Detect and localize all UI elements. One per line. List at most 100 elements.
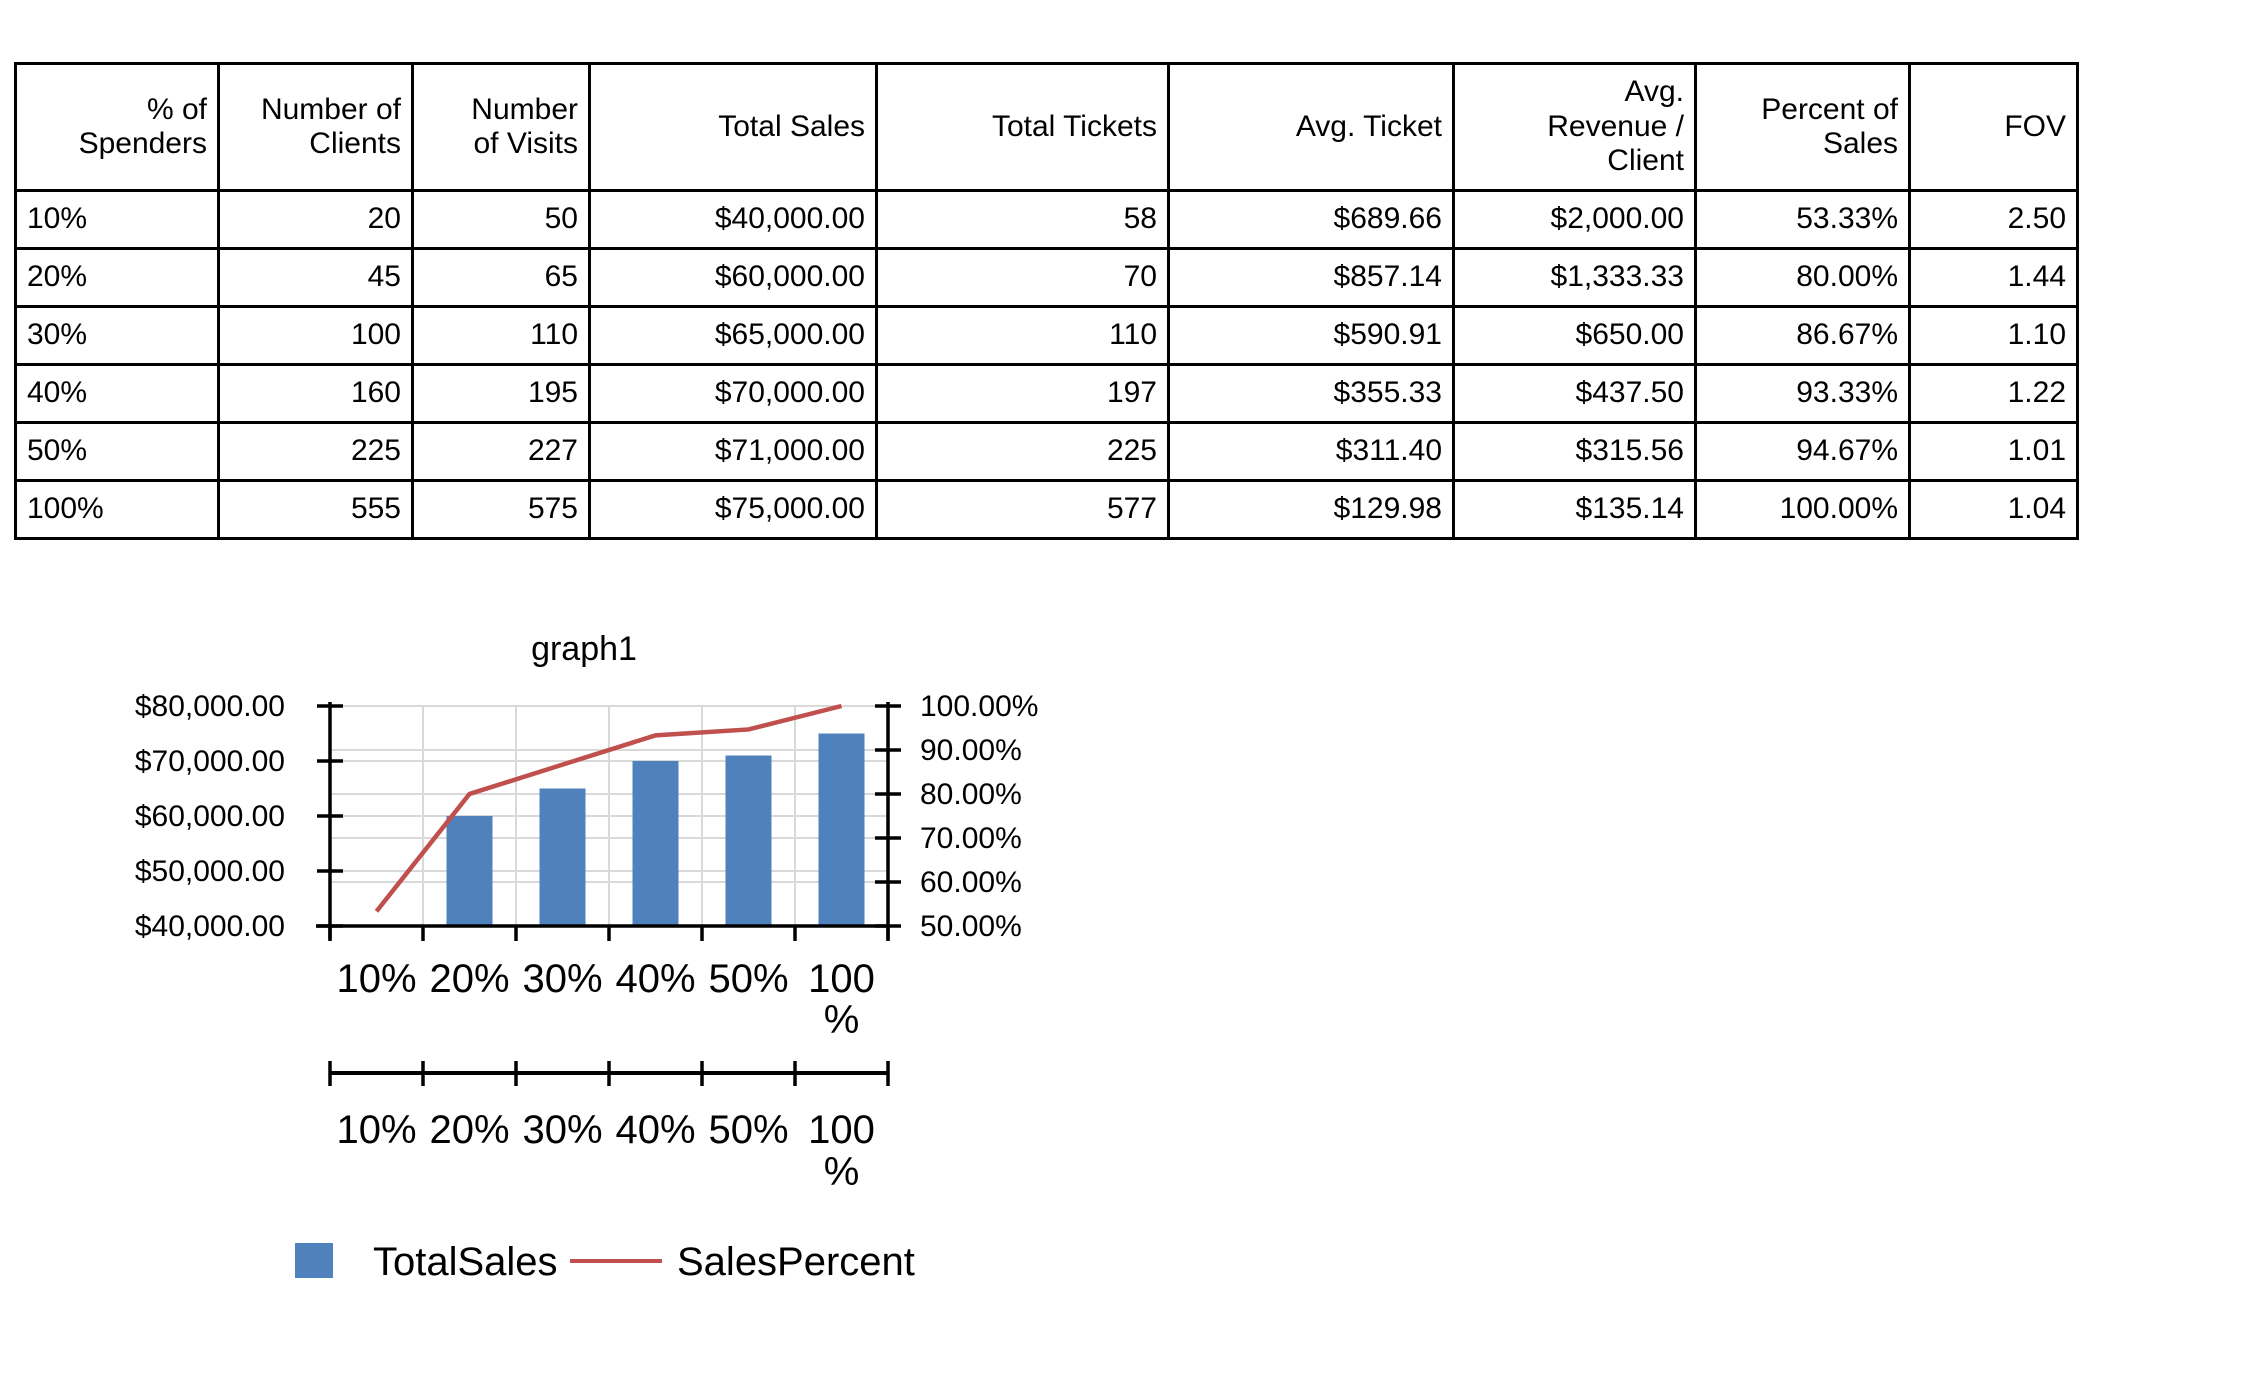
column-header-visits: Number of Visits — [411, 62, 591, 192]
row-header-cell: 10% — [14, 189, 220, 250]
data-cell: 575 — [411, 479, 591, 540]
column-header-spenders: % of Spenders — [14, 62, 220, 192]
data-cell: 70 — [875, 247, 1170, 308]
data-cell: $590.91 — [1167, 305, 1455, 366]
x-axis-tick-label: % — [824, 998, 860, 1042]
secondary-x-axis-tick-label: 10% — [336, 1108, 416, 1152]
secondary-x-axis: 10% 20% 30% 40% 50% 100% — [328, 1061, 890, 1194]
data-cell: 20 — [217, 189, 414, 250]
data-cell: 58 — [875, 189, 1170, 250]
data-cell: 225 — [875, 421, 1170, 482]
table-row: 50% 225 227 $71,000.00 225 $311.40 $315.56 94.6… — [14, 421, 2079, 482]
data-cell: $355.33 — [1167, 363, 1455, 424]
secondary-x-axis-tick-label: 20% — [429, 1108, 509, 1152]
data-cell: $315.56 — [1452, 421, 1697, 482]
data-cell: $60,000.00 — [588, 247, 878, 308]
row-header-cell: 30% — [14, 305, 220, 366]
x-axis-tick-label: 100 — [808, 957, 875, 1001]
x-axis-tick-label: 30% — [522, 957, 602, 1001]
data-cell: $75,000.00 — [588, 479, 878, 540]
column-header-clients: Number of Clients — [217, 62, 414, 192]
data-cell: $70,000.00 — [588, 363, 878, 424]
data-cell: $857.14 — [1167, 247, 1455, 308]
table-row: 10% 20 50 $40,000.00 58 $689.66 $2,000.00 53.33… — [14, 189, 2079, 250]
row-header-cell: 20% — [14, 247, 220, 308]
data-cell: 53.33% — [1694, 189, 1911, 250]
left-axis-tick-label: $40,000.00 — [135, 910, 285, 943]
left-axis-tick-label: $70,000.00 — [135, 745, 285, 778]
right-axis-tick-label: 60.00% — [920, 866, 1022, 899]
data-cell: 100.00% — [1694, 479, 1911, 540]
row-header-cell: 100% — [14, 479, 220, 540]
secondary-x-axis-tick-label: 40% — [615, 1108, 695, 1152]
data-cell: $311.40 — [1167, 421, 1455, 482]
secondary-x-axis-tick-label: 100 — [808, 1108, 875, 1152]
data-cell: $40,000.00 — [588, 189, 878, 250]
secondary-x-axis-tick-label: 30% — [522, 1108, 602, 1152]
data-cell: 1.04 — [1908, 479, 2079, 540]
total-sales-bar — [725, 755, 772, 926]
column-header-revenue-client: Avg. Revenue / Client — [1452, 62, 1697, 192]
data-cell: 1.01 — [1908, 421, 2079, 482]
legend-square-marker — [295, 1243, 333, 1278]
right-axis-tick-label: 70.00% — [920, 822, 1022, 855]
data-cell: 160 — [217, 363, 414, 424]
total-sales-bar — [818, 733, 865, 926]
column-header-total-tickets: Total Tickets — [875, 62, 1170, 192]
data-cell: 227 — [411, 421, 591, 482]
table-header-row: % of Spenders Number of Clients Number o… — [14, 62, 2079, 192]
data-cell: 94.67% — [1694, 421, 1911, 482]
axes: $80,000.00 $70,000.00 $60,000.00 $50,000.00… — [135, 690, 1039, 943]
data-cell: 197 — [875, 363, 1170, 424]
data-cell: 45 — [217, 247, 414, 308]
sales-combo-chart: $80,000.00 $70,000.00 $60,000.00 $50,000.00… — [60, 625, 1180, 1325]
table-row: 30% 100 110 $65,000.00 110 $590.91 $650.00 86.6… — [14, 305, 2079, 366]
column-header-fov: FOV — [1908, 62, 2079, 192]
data-cell: 86.67% — [1694, 305, 1911, 366]
data-cell: $135.14 — [1452, 479, 1697, 540]
chart-legend: TotalSales SalesPercent — [295, 1240, 915, 1284]
row-header-cell: 40% — [14, 363, 220, 424]
data-cell: 50 — [411, 189, 591, 250]
data-cell: $437.50 — [1452, 363, 1697, 424]
data-cell: $129.98 — [1167, 479, 1455, 540]
bar-series — [446, 733, 865, 926]
column-header-avg-ticket: Avg. Ticket — [1167, 62, 1455, 192]
data-cell: $689.66 — [1167, 189, 1455, 250]
x-axis-labels: 10% 20% 30% 40% 50% 100% — [336, 957, 874, 1042]
spender-analysis-table: % of Spenders Number of Clients Number o… — [14, 62, 2079, 540]
secondary-x-axis-tick-label: 50% — [708, 1108, 788, 1152]
data-cell: $2,000.00 — [1452, 189, 1697, 250]
legend-label: SalesPercent — [677, 1240, 915, 1284]
data-cell: 100 — [217, 305, 414, 366]
data-cell: 195 — [411, 363, 591, 424]
data-cell: 1.44 — [1908, 247, 2079, 308]
gridlines — [330, 705, 888, 926]
data-cell: 555 — [217, 479, 414, 540]
data-cell: 1.10 — [1908, 305, 2079, 366]
data-cell: 577 — [875, 479, 1170, 540]
secondary-x-axis-tick-label: % — [824, 1150, 860, 1194]
table-row: 40% 160 195 $70,000.00 197 $355.33 $437.50 93.3… — [14, 363, 2079, 424]
data-cell: 110 — [411, 305, 591, 366]
total-sales-bar — [632, 761, 679, 926]
row-header-cell: 50% — [14, 421, 220, 482]
data-cell: 80.00% — [1694, 247, 1911, 308]
right-axis-tick-label: 80.00% — [920, 778, 1022, 811]
data-cell: 93.33% — [1694, 363, 1911, 424]
data-cell: 110 — [875, 305, 1170, 366]
legend-label: TotalSales — [373, 1240, 558, 1284]
data-cell: 2.50 — [1908, 189, 2079, 250]
sales-percent-line — [374, 703, 843, 913]
right-axis-tick-label: 50.00% — [920, 910, 1022, 943]
left-axis-tick-label: $60,000.00 — [135, 800, 285, 833]
left-axis-tick-label: $50,000.00 — [135, 855, 285, 888]
data-cell: 1.22 — [1908, 363, 2079, 424]
table-row: 100% 555 575 $75,000.00 577 $129.98 $135.14 100… — [14, 479, 2079, 540]
total-sales-bar — [446, 816, 493, 926]
right-axis-tick-label: 90.00% — [920, 734, 1022, 767]
data-cell: 65 — [411, 247, 591, 308]
left-axis-tick-label: $80,000.00 — [135, 690, 285, 723]
x-axis-tick-label: 40% — [615, 957, 695, 1001]
